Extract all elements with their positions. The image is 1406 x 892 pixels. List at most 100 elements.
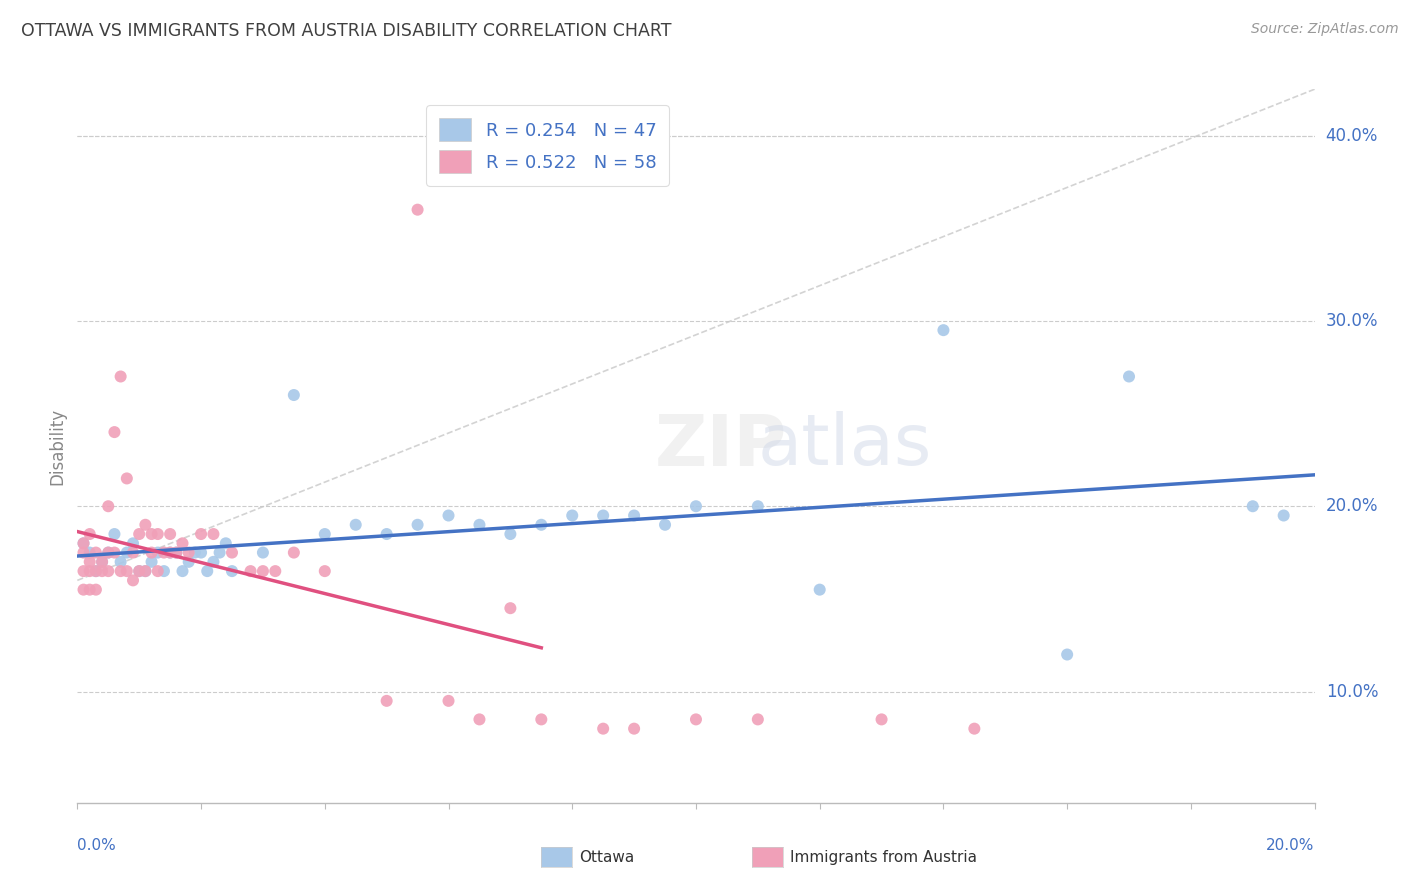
Point <box>870 712 893 726</box>
Point <box>499 601 522 615</box>
Point <box>314 527 336 541</box>
Point <box>252 545 274 559</box>
Point <box>375 527 398 541</box>
Text: Ottawa: Ottawa <box>579 850 634 864</box>
Point <box>215 536 238 550</box>
Text: 20.0%: 20.0% <box>1267 838 1315 853</box>
Point <box>932 323 955 337</box>
Point <box>314 564 336 578</box>
Text: 10.0%: 10.0% <box>1326 682 1378 700</box>
Point <box>468 712 491 726</box>
Point <box>623 722 645 736</box>
Point <box>685 500 707 514</box>
Point <box>128 564 150 578</box>
Point <box>97 545 120 559</box>
Point <box>110 555 132 569</box>
Point <box>190 527 212 541</box>
Point <box>283 545 305 559</box>
Point <box>561 508 583 523</box>
Text: Immigrants from Austria: Immigrants from Austria <box>790 850 977 864</box>
Point <box>128 564 150 578</box>
Point <box>1272 508 1295 523</box>
Point <box>159 527 181 541</box>
Point <box>141 555 163 569</box>
Point <box>1056 648 1078 662</box>
Point <box>172 564 194 578</box>
Legend: R = 0.254   N = 47, R = 0.522   N = 58: R = 0.254 N = 47, R = 0.522 N = 58 <box>426 105 669 186</box>
Point <box>122 536 145 550</box>
Point <box>177 555 200 569</box>
Point <box>103 425 125 439</box>
Point <box>110 369 132 384</box>
Point <box>1118 369 1140 384</box>
Point <box>406 202 429 217</box>
Point <box>747 500 769 514</box>
Point <box>592 508 614 523</box>
Point <box>141 527 163 541</box>
Point <box>530 517 553 532</box>
Point <box>122 545 145 559</box>
Text: ZIP: ZIP <box>655 411 787 481</box>
Text: 40.0%: 40.0% <box>1326 127 1378 145</box>
Point <box>72 545 94 559</box>
Point <box>91 555 114 569</box>
Point <box>165 545 187 559</box>
Point <box>375 694 398 708</box>
Point <box>91 564 114 578</box>
Text: 0.0%: 0.0% <box>77 838 117 853</box>
Point <box>195 564 218 578</box>
Text: atlas: atlas <box>758 411 932 481</box>
Point <box>592 722 614 736</box>
Point <box>283 388 305 402</box>
Point <box>103 545 125 559</box>
Point <box>530 712 553 726</box>
Point <box>84 564 107 578</box>
Point <box>134 564 156 578</box>
Point <box>141 545 163 559</box>
Point <box>344 517 367 532</box>
Point <box>202 527 225 541</box>
Point <box>239 564 262 578</box>
Point <box>115 545 138 559</box>
Point <box>159 545 181 559</box>
Point <box>146 564 169 578</box>
Point <box>437 508 460 523</box>
Point <box>177 545 200 559</box>
Point <box>153 545 176 559</box>
Point <box>221 545 243 559</box>
Point <box>110 564 132 578</box>
Point <box>79 582 101 597</box>
Point <box>685 712 707 726</box>
Point <box>146 545 169 559</box>
Point <box>747 712 769 726</box>
Point <box>406 517 429 532</box>
Point <box>134 517 156 532</box>
Point <box>72 536 94 550</box>
Text: 20.0%: 20.0% <box>1326 497 1378 516</box>
Point <box>468 517 491 532</box>
Point <box>72 582 94 597</box>
Point <box>115 471 138 485</box>
Point <box>97 500 120 514</box>
Point <box>72 564 94 578</box>
Point <box>91 555 114 569</box>
Point <box>122 574 145 588</box>
Point <box>1241 500 1264 514</box>
Point <box>79 527 101 541</box>
Point <box>72 536 94 550</box>
Point <box>153 564 176 578</box>
Point <box>208 545 231 559</box>
Point <box>134 564 156 578</box>
Point <box>79 555 101 569</box>
Point <box>623 508 645 523</box>
Point <box>84 545 107 559</box>
Point <box>264 564 287 578</box>
Point <box>97 545 120 559</box>
Point <box>79 545 101 559</box>
Point <box>499 527 522 541</box>
Point <box>808 582 831 597</box>
Point <box>252 564 274 578</box>
Point <box>437 694 460 708</box>
Point <box>963 722 986 736</box>
Point <box>79 564 101 578</box>
